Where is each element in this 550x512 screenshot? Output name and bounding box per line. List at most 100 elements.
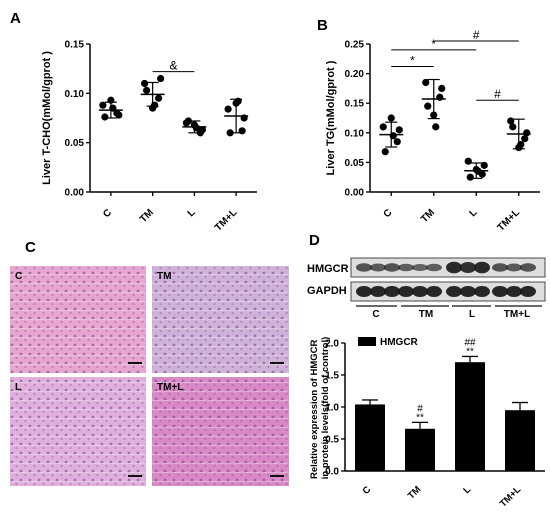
chart-a-point-2-5 xyxy=(192,124,200,132)
chart-b-point-0-5 xyxy=(389,132,397,140)
chart-a-xtick-label-0: C xyxy=(101,207,114,220)
chart-b-point-1-3 xyxy=(424,102,432,110)
blot-band-gapdh-lane-6 xyxy=(446,286,462,297)
chart-b-point-1-1 xyxy=(436,93,444,101)
chart-b-point-1-0 xyxy=(422,78,430,87)
micrograph-tml-texture xyxy=(152,377,289,486)
panel-label-a: A xyxy=(10,10,21,27)
chart-d-ytick-label-4: 2.0 xyxy=(325,339,339,350)
chart-d-xtick-label-1: TM xyxy=(406,484,424,502)
chart-b-point-1-4 xyxy=(438,84,446,92)
chart-a-point-0-0 xyxy=(99,101,107,109)
chart-d-bar-3 xyxy=(505,410,535,471)
chart-a-point-1-0 xyxy=(141,79,149,88)
panel-label-d: D xyxy=(309,232,320,249)
chart-d-sig-1-0: ## xyxy=(464,337,476,348)
chart-b-point-0-4 xyxy=(395,126,403,134)
chart-a-ytick-label-2: 0.10 xyxy=(65,89,85,100)
chart-b-point-3-0 xyxy=(507,117,515,125)
blot-band-gapdh-lane-8 xyxy=(474,286,490,297)
scale-bar-tm xyxy=(270,362,284,364)
chart-a-ytick-label-0: 0.00 xyxy=(65,188,85,199)
blot-band-gapdh-lane-0 xyxy=(356,286,372,297)
chart-b-point-2-0 xyxy=(464,157,472,165)
chart-a-point-0-4 xyxy=(115,111,123,119)
chart-d-xtick-label-3: TM+L xyxy=(498,484,524,510)
chart-b-ytick-label-2: 0.10 xyxy=(345,128,365,139)
chart-a-point-1-1 xyxy=(155,94,163,102)
chart-b-ytick-label-0: 0.00 xyxy=(345,188,365,199)
chart-b-point-0-0 xyxy=(379,123,387,131)
chart-a-point-0-3 xyxy=(101,113,109,121)
chart-b-point-2-4 xyxy=(480,161,488,169)
chart-b-point-1-2 xyxy=(430,111,438,119)
chart-a-point-1-4 xyxy=(157,74,165,83)
panel-label-b: B xyxy=(317,17,328,34)
blot-band-hmgcr-lane-4 xyxy=(412,263,428,272)
chart-b-point-0-3 xyxy=(381,148,389,156)
chart-d-sig-0-1: ** xyxy=(416,412,424,423)
chart-b-xtick-label-2: L xyxy=(467,207,479,219)
chart-d-bar-2 xyxy=(455,362,485,471)
chart-b-point-3-5 xyxy=(517,141,525,149)
micrograph-grid: C TM L TM+L xyxy=(10,266,289,486)
chart-a-point-3-1 xyxy=(238,127,246,135)
chart-d-bar-0 xyxy=(355,404,385,471)
blot-band-hmgcr-lane-5 xyxy=(426,263,442,272)
chart-a-point-2-4 xyxy=(198,126,206,134)
chart-d-xtick-label-2: L xyxy=(461,484,473,496)
chart-a-point-3-4 xyxy=(240,114,248,122)
chart-b-xtick-label-0: C xyxy=(382,207,395,220)
scale-bar-c xyxy=(128,362,142,364)
blot-band-gapdh-lane-11 xyxy=(520,286,536,297)
chart-a: Liver T-CHO(mMol/gprot ) 0.00 0.05 0.10 0.1… xyxy=(41,40,257,234)
blot-band-gapdh: GAPDH xyxy=(307,285,347,297)
chart-b-point-1-5 xyxy=(432,123,440,131)
chart-a-xtick-label-3: TM+L xyxy=(213,207,239,233)
chart-a-sig-symbol-0: & xyxy=(169,59,177,73)
chart-b-point-0-1 xyxy=(393,138,401,146)
chart-d-sig-1-1: ** xyxy=(466,346,474,357)
chart-a-ylabel: Liver T-CHO(mMol/gprot ) xyxy=(41,51,53,185)
blot-band-hmgcr-lane-3 xyxy=(398,263,414,272)
chart-d-ytick-label-1: 0.5 xyxy=(325,435,339,446)
chart-b-ytick-label-1: 0.05 xyxy=(345,158,365,169)
chart-a-point-0-2 xyxy=(107,96,115,104)
blot-band-hmgcr-lane-2 xyxy=(384,263,400,272)
chart-b-sig-symbol-1: * xyxy=(431,37,436,51)
chart-b-xtick-label-1: TM xyxy=(419,207,437,225)
blot-band-hmgcr-lane-1 xyxy=(370,263,386,272)
blot-group-c: C xyxy=(372,309,379,320)
blot-band-hmgcr-lane-8 xyxy=(474,261,490,274)
chart-a-point-3-5 xyxy=(234,97,242,105)
blot-band-hmgcr-lane-7 xyxy=(460,261,476,274)
micrograph-tml-label: TM+L xyxy=(157,382,183,393)
chart-b-sig-symbol-3: # xyxy=(494,87,501,101)
blot-band-gapdh-lane-2 xyxy=(384,286,400,297)
micrograph-c-label: C xyxy=(15,271,22,282)
chart-d-sig-0-0: # xyxy=(417,403,423,414)
chart-b-sig-symbol-0: * xyxy=(410,53,415,67)
chart-b-point-0-2 xyxy=(387,114,395,122)
chart-b-sig-symbol-2: # xyxy=(473,28,480,42)
chart-d-ylabel: Relative expression of HMGCR in protein … xyxy=(309,337,331,480)
chart-a-point-0-5 xyxy=(109,104,117,112)
chart-a-point-1-5 xyxy=(151,101,159,109)
blot-band-gapdh-lane-9 xyxy=(492,286,508,297)
scale-bar-l xyxy=(128,475,142,477)
blot-band-hmgcr-lane-6 xyxy=(446,261,462,274)
chart-a-point-1-3 xyxy=(143,86,151,94)
blot-band-hmgcr: HMGCR xyxy=(307,263,349,275)
micrograph-l-texture xyxy=(10,377,146,486)
chart-b-point-3-4 xyxy=(523,129,531,137)
chart-b-ylabel: Liver TG(mMol/gprot ) xyxy=(325,60,337,175)
blot-band-gapdh-lane-4 xyxy=(412,286,428,297)
chart-a-xtick-label-1: TM xyxy=(138,207,156,225)
blot-band-hmgcr-lane-10 xyxy=(506,263,522,272)
chart-b-point-2-3 xyxy=(466,173,474,181)
chart-d-legend-swatch xyxy=(358,337,376,346)
chart-d-legend-label: HMGCR xyxy=(380,337,419,348)
blot-band-gapdh-lane-10 xyxy=(506,286,522,297)
chart-b-ytick-label-5: 0.25 xyxy=(345,40,365,51)
